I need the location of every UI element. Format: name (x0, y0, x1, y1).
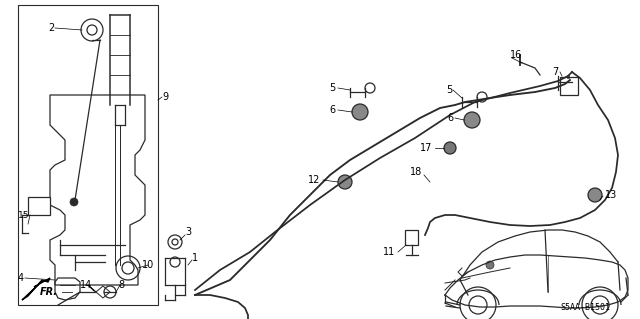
Text: 2: 2 (48, 23, 54, 33)
Text: 7: 7 (552, 67, 558, 77)
Circle shape (444, 142, 456, 154)
Circle shape (588, 188, 602, 202)
Text: FR.: FR. (40, 287, 58, 297)
Text: 1: 1 (192, 253, 198, 263)
Text: 5: 5 (445, 85, 452, 95)
Text: 4: 4 (18, 273, 24, 283)
Circle shape (352, 104, 368, 120)
Circle shape (70, 198, 78, 206)
Circle shape (338, 175, 352, 189)
Bar (28, 197, 50, 215)
Text: 3: 3 (185, 227, 191, 237)
Circle shape (486, 261, 494, 269)
Text: 11: 11 (383, 247, 395, 257)
Text: 6: 6 (329, 105, 335, 115)
Polygon shape (22, 278, 50, 300)
Text: 12: 12 (308, 175, 320, 185)
Circle shape (464, 112, 480, 128)
Text: 10: 10 (142, 260, 154, 270)
Text: 18: 18 (410, 167, 422, 177)
Bar (18, 5, 158, 305)
Bar (560, 77, 578, 95)
Text: 14: 14 (80, 280, 92, 290)
Text: 16: 16 (510, 50, 522, 60)
Text: 9: 9 (162, 92, 168, 102)
Text: 17: 17 (420, 143, 432, 153)
Text: 15: 15 (18, 211, 29, 219)
Text: 13: 13 (605, 190, 617, 200)
Text: 5: 5 (329, 83, 335, 93)
Text: S5AA-B1501: S5AA-B1501 (560, 303, 610, 313)
Text: 6: 6 (447, 113, 453, 123)
Text: 8: 8 (118, 280, 124, 290)
